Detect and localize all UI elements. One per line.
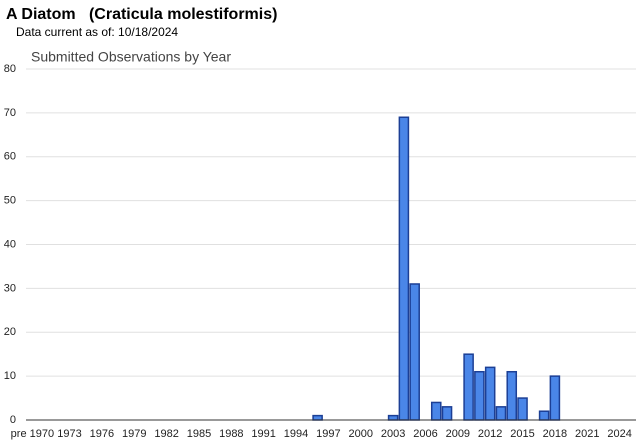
bar (387, 414, 399, 421)
bar (495, 406, 507, 421)
bar (441, 406, 453, 421)
page-title: A Diatom (Craticula molestiformis) (6, 6, 277, 23)
bar (409, 283, 420, 421)
x-tick-label: 1979 (122, 428, 146, 440)
y-tick-label: 20 (4, 326, 16, 338)
bar (538, 410, 550, 421)
bar (517, 397, 528, 421)
y-tick-label: 0 (10, 414, 16, 426)
x-tick-label: 2012 (478, 428, 502, 440)
x-tick-label: 1985 (187, 428, 211, 440)
x-tick-label: 1991 (251, 428, 275, 440)
x-tick-label: 1988 (219, 428, 243, 440)
y-tick-label: 40 (4, 238, 16, 250)
x-tick-label: 1997 (316, 428, 340, 440)
bar (312, 414, 323, 421)
x-tick-label: 2006 (413, 428, 437, 440)
chart-title: Submitted Observations by Year (31, 49, 231, 65)
x-tick-label: 1994 (284, 428, 308, 440)
y-tick-label: 70 (4, 107, 16, 119)
bar (398, 116, 410, 421)
x-tick-label: 1982 (154, 428, 178, 440)
x-tick-label: pre 1970 (11, 428, 54, 440)
y-tick-label: 80 (4, 63, 16, 75)
x-tick-label: 2018 (543, 428, 567, 440)
x-tick-label: 2000 (349, 428, 373, 440)
page-subtitle: Data current as of: 10/18/2024 (16, 25, 178, 39)
y-tick-label: 60 (4, 151, 16, 163)
bar (506, 370, 518, 421)
bar (484, 366, 496, 421)
x-tick-label: 2021 (575, 428, 599, 440)
x-tick-label: 2024 (607, 428, 631, 440)
x-tick-label: 2009 (446, 428, 470, 440)
bar (474, 370, 485, 421)
bar (463, 353, 474, 421)
bar (430, 401, 442, 421)
y-tick-label: 30 (4, 282, 16, 294)
x-tick-label: 2003 (381, 428, 405, 440)
x-tick-label: 1976 (90, 428, 114, 440)
y-tick-label: 10 (4, 370, 16, 382)
x-tick-label: 1973 (57, 428, 81, 440)
y-tick-label: 50 (4, 195, 16, 207)
x-tick-label: 2015 (510, 428, 534, 440)
bar (549, 375, 561, 421)
